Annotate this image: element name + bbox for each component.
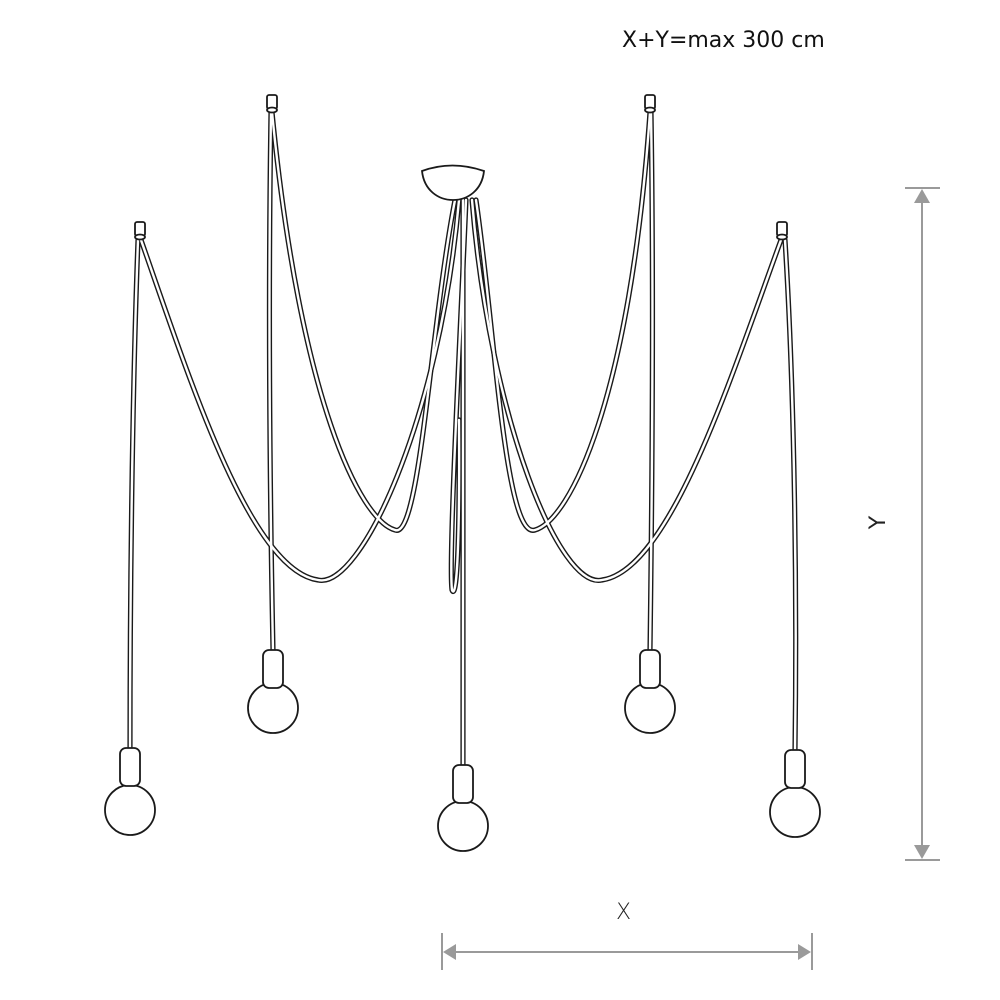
cables (127, 109, 799, 768)
cable-core (470, 198, 783, 582)
ceiling-canopy (421, 164, 485, 201)
cable-core (648, 110, 654, 652)
lamp-parts (104, 94, 821, 852)
bulb (247, 682, 299, 734)
cable (469, 197, 784, 583)
socket (639, 649, 661, 689)
cable (138, 197, 462, 583)
cable-core (128, 238, 140, 750)
hook-ring (266, 106, 278, 114)
cable-core (474, 110, 652, 532)
cable-core (450, 198, 468, 593)
socket (784, 749, 806, 789)
cable-core (783, 238, 797, 752)
bulb (104, 784, 156, 836)
socket (119, 747, 141, 787)
bulb (769, 786, 821, 838)
cable-core (268, 110, 275, 652)
max-length-formula: X+Y=max 300 cm (622, 28, 825, 53)
socket (262, 649, 284, 689)
bulb (437, 800, 489, 852)
cable-core (270, 110, 457, 532)
cable-core (139, 198, 461, 582)
socket (452, 764, 474, 804)
hook-ring (644, 106, 656, 114)
bulb (624, 682, 676, 734)
y-dimension-arrow (905, 187, 940, 861)
hook-ring (134, 233, 146, 241)
x-dimension-label: X (616, 900, 632, 925)
hook-ring (776, 233, 788, 241)
x-dimension-arrow (441, 933, 813, 970)
